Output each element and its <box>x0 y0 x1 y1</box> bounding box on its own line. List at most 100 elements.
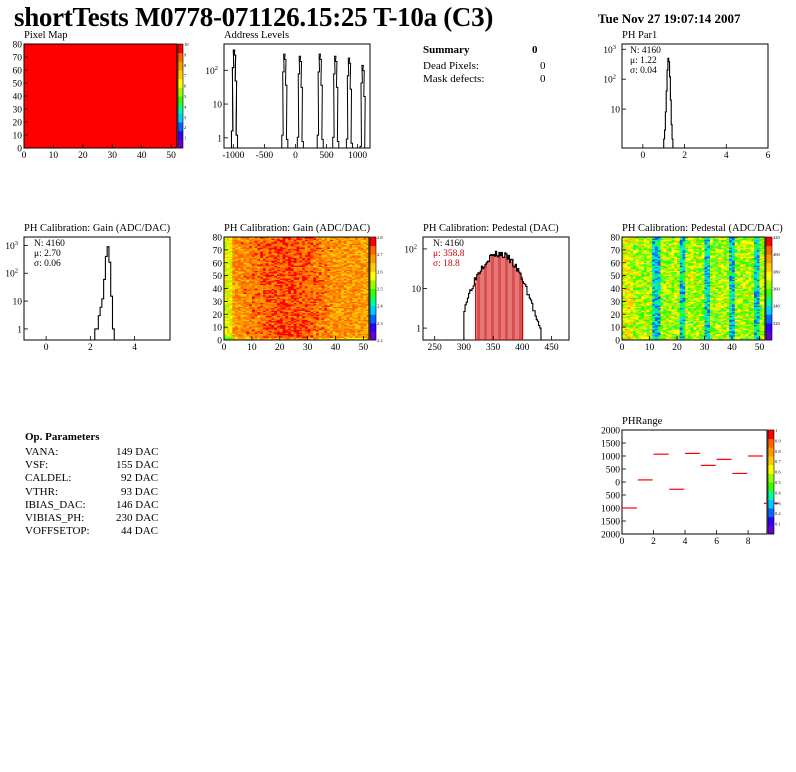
heatmap-cell <box>630 337 634 340</box>
heatmap-cell <box>302 265 306 268</box>
heatmap-cell <box>293 274 297 277</box>
heatmap-cell <box>352 274 356 277</box>
heatmap-cell <box>237 256 242 258</box>
heatmap-cell <box>299 303 303 306</box>
heatmap-cell <box>254 291 258 293</box>
heatmap-cell <box>229 271 233 274</box>
heatmap-cell <box>307 260 311 262</box>
heatmap-cell <box>285 333 289 336</box>
heatmap-cell <box>279 266 283 269</box>
heatmap-cell <box>246 325 250 328</box>
heatmap-cell <box>338 294 342 297</box>
heatmap-cell <box>302 261 306 264</box>
heatmap-cell <box>268 253 272 256</box>
heatmap-cell <box>355 273 359 275</box>
heatmap-cell <box>232 294 236 297</box>
heatmap-cell <box>363 244 367 247</box>
heatmap-cell <box>329 302 334 305</box>
heatmap-cell <box>285 242 289 244</box>
heatmap-cell <box>290 296 295 298</box>
heatmap-cell <box>246 318 250 320</box>
heatmap-cell <box>302 323 306 325</box>
heatmap-cell <box>268 294 272 297</box>
heatmap-cell <box>335 310 339 313</box>
heatmap-cell <box>355 301 359 304</box>
heatmap-cell <box>237 303 242 306</box>
heatmap-cell <box>254 318 258 320</box>
heatmap-cell <box>624 276 628 279</box>
heatmap-cell <box>299 305 303 307</box>
heatmap-cell <box>251 249 256 252</box>
heatmap-cell <box>260 247 264 249</box>
heatmap-cell <box>246 247 250 249</box>
x-tick-label: 1000 <box>348 151 367 161</box>
heatmap-cell <box>635 303 639 306</box>
heatmap-cell <box>363 292 367 295</box>
heatmap-cell <box>346 294 350 297</box>
heatmap-cell <box>355 239 359 242</box>
heatmap-cell <box>263 328 267 331</box>
heatmap-cell <box>282 237 286 239</box>
heatmap-cell <box>293 240 297 243</box>
heatmap-cell <box>329 291 334 293</box>
heatmap-cell <box>288 292 292 295</box>
heatmap-cell <box>302 288 306 291</box>
heatmap-cell <box>341 293 345 296</box>
heatmap-cell <box>360 257 364 260</box>
heatmap-cell <box>249 307 253 310</box>
heatmap-cell <box>357 269 362 271</box>
heatmap-cell <box>263 320 267 323</box>
heatmap-cell <box>296 296 300 298</box>
heatmap-cell <box>265 284 270 287</box>
heatmap-cell <box>335 255 339 257</box>
heatmap-cell <box>226 296 230 298</box>
heatmap-cell <box>274 315 278 318</box>
heatmap-cell <box>346 270 350 273</box>
heatmap-cell <box>321 329 325 332</box>
heatmap-cell <box>638 293 642 296</box>
heatmap-cell <box>263 270 267 273</box>
heatmap-cell <box>360 332 364 334</box>
heatmap-cell <box>627 239 631 242</box>
heatmap-cell <box>321 312 325 315</box>
heatmap-cell <box>224 293 228 296</box>
colorbar-swatch <box>178 61 183 71</box>
heatmap-cell <box>282 309 286 311</box>
heatmap-cell <box>635 267 639 270</box>
heatmap-cell <box>360 294 364 297</box>
heatmap-cell <box>366 297 370 300</box>
heatmap-cell <box>235 255 239 257</box>
heatmap-cell <box>327 274 331 277</box>
heatmap-cell <box>235 292 239 295</box>
heatmap-cell <box>635 239 639 242</box>
heatmap-cell <box>251 239 256 242</box>
heatmap-cell <box>329 288 334 291</box>
heatmap-cell <box>288 309 292 311</box>
heatmap-cell <box>276 267 281 270</box>
heatmap-cell <box>240 337 244 340</box>
heatmap-cell <box>293 255 297 257</box>
heatmap-cell <box>290 325 295 328</box>
heatmap-cell <box>638 280 642 283</box>
heatmap-cell <box>318 318 322 320</box>
heatmap-cell <box>304 294 309 297</box>
heatmap-cell <box>274 262 278 265</box>
heatmap-cell <box>332 315 336 318</box>
heatmap-cell <box>237 257 242 260</box>
heatmap-cell <box>224 301 228 304</box>
heatmap-cell <box>341 315 345 318</box>
heatmap-cell <box>360 289 364 292</box>
heatmap-cell <box>271 270 275 273</box>
heatmap-cell <box>224 243 228 246</box>
heatmap-cell <box>343 248 348 251</box>
heatmap-cell <box>352 279 356 282</box>
heatmap-cell <box>635 280 639 283</box>
heatmap-cell <box>335 296 339 298</box>
heatmap-cell <box>282 285 286 288</box>
heatmap-cell <box>260 237 264 239</box>
heatmap-cell <box>282 300 286 302</box>
heatmap-cell <box>332 323 336 325</box>
heatmap-cell <box>630 284 634 287</box>
heatmap-cell <box>268 246 272 248</box>
heatmap-cell <box>235 278 239 280</box>
